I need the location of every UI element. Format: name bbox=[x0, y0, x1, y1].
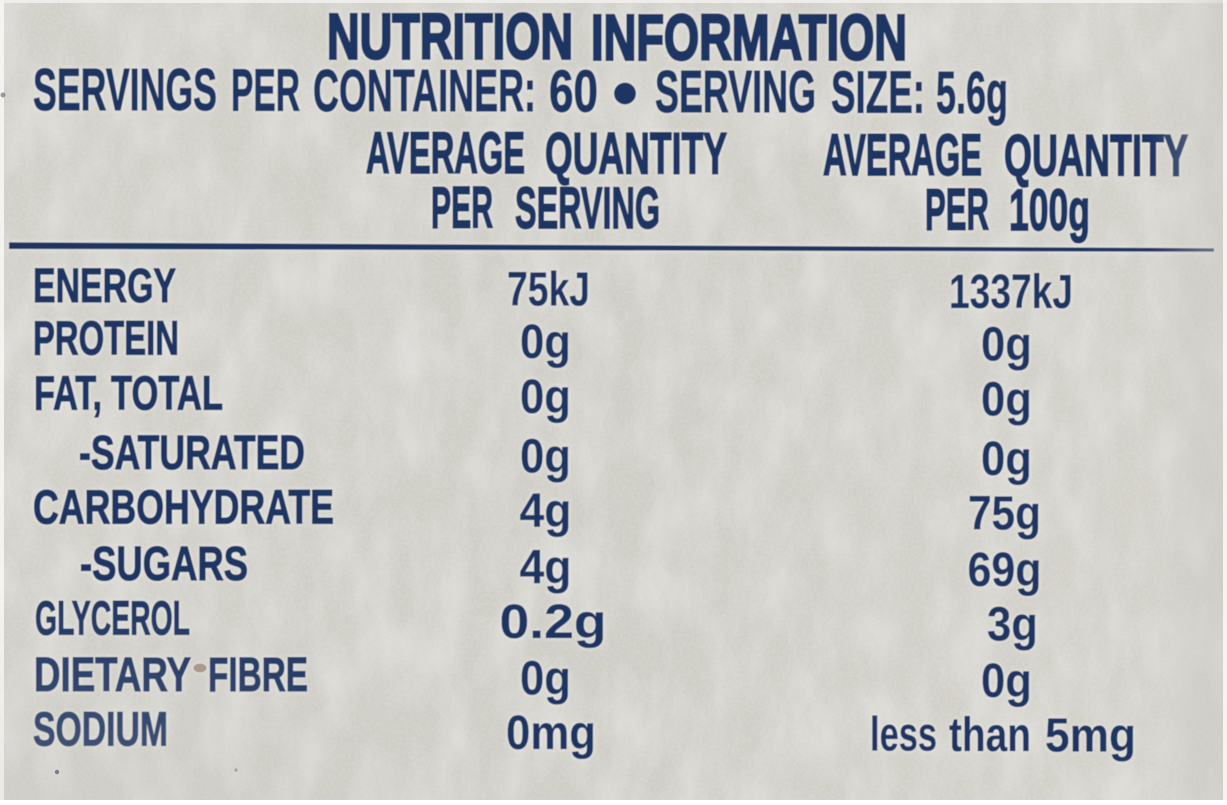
svg-text:0g: 0g bbox=[520, 371, 571, 424]
svg-text:INFORMATION: INFORMATION bbox=[591, 2, 907, 74]
svg-text:PER: PER bbox=[231, 57, 300, 124]
svg-text:0g: 0g bbox=[520, 316, 571, 369]
svg-text:CONTAINER:: CONTAINER: bbox=[313, 57, 536, 124]
svg-text:75g: 75g bbox=[968, 488, 1041, 541]
svg-text:0g: 0g bbox=[981, 655, 1032, 708]
svg-text:SIZE:: SIZE: bbox=[831, 59, 925, 126]
svg-text:than: than bbox=[949, 709, 1031, 762]
svg-text:SERVING: SERVING bbox=[655, 58, 816, 125]
svg-text:5mg: 5mg bbox=[1045, 710, 1136, 763]
svg-text:0g: 0g bbox=[981, 319, 1032, 372]
svg-text:5.6g: 5.6g bbox=[936, 59, 1008, 126]
svg-text:0g: 0g bbox=[981, 374, 1032, 427]
svg-text:0g: 0g bbox=[981, 433, 1032, 486]
svg-text:less: less bbox=[870, 709, 937, 762]
svg-text:PER: PER bbox=[431, 176, 493, 241]
svg-text:0g: 0g bbox=[520, 431, 571, 484]
svg-text:60: 60 bbox=[549, 58, 598, 125]
svg-text:PER: PER bbox=[925, 178, 989, 243]
svg-text:1337kJ: 1337kJ bbox=[949, 266, 1073, 319]
svg-text:FAT,: FAT, bbox=[34, 368, 102, 421]
svg-text:CARBOHYDRATE: CARBOHYDRATE bbox=[33, 482, 334, 535]
svg-text:TOTAL: TOTAL bbox=[111, 368, 223, 421]
svg-text:0g: 0g bbox=[520, 653, 571, 706]
svg-text:3g: 3g bbox=[987, 599, 1038, 652]
svg-text:PROTEIN: PROTEIN bbox=[33, 313, 179, 366]
svg-text:69g: 69g bbox=[968, 544, 1042, 597]
svg-text:AVERAGE: AVERAGE bbox=[823, 123, 982, 188]
svg-text:QUANTITY: QUANTITY bbox=[545, 122, 727, 187]
svg-text:75kJ: 75kJ bbox=[507, 264, 590, 317]
svg-text:-SATURATED: -SATURATED bbox=[79, 427, 305, 480]
svg-text:SERVINGS: SERVINGS bbox=[33, 56, 217, 123]
svg-text:NUTRITION: NUTRITION bbox=[327, 1, 573, 73]
svg-text:0mg: 0mg bbox=[506, 707, 596, 760]
svg-text:100g: 100g bbox=[1009, 178, 1090, 243]
svg-text:AVERAGE: AVERAGE bbox=[366, 121, 525, 186]
svg-text:4g: 4g bbox=[520, 542, 572, 595]
svg-text:ENERGY: ENERGY bbox=[33, 260, 176, 313]
svg-text:4g: 4g bbox=[520, 485, 572, 538]
svg-text:0.2g: 0.2g bbox=[500, 596, 607, 649]
svg-text:SERVING: SERVING bbox=[515, 176, 660, 241]
